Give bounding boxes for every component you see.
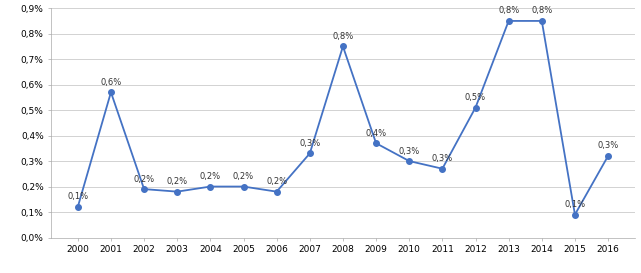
Text: 0,3%: 0,3% — [432, 154, 453, 163]
Text: 0,8%: 0,8% — [332, 32, 354, 41]
Text: 0,2%: 0,2% — [167, 177, 188, 186]
Text: 0,8%: 0,8% — [531, 6, 553, 15]
Text: 0,5%: 0,5% — [465, 93, 486, 102]
Text: 0,1%: 0,1% — [564, 200, 585, 209]
Text: 0,3%: 0,3% — [299, 139, 320, 148]
Text: 0,8%: 0,8% — [498, 6, 519, 15]
Text: 0,2%: 0,2% — [233, 172, 254, 181]
Text: 0,2%: 0,2% — [133, 174, 154, 183]
Text: 0,4%: 0,4% — [365, 129, 387, 138]
Text: 0,2%: 0,2% — [266, 177, 287, 186]
Text: 0,3%: 0,3% — [597, 141, 619, 150]
Text: 0,3%: 0,3% — [399, 147, 420, 156]
Text: 0,1%: 0,1% — [67, 192, 88, 201]
Text: 0,6%: 0,6% — [100, 78, 122, 87]
Text: 0,2%: 0,2% — [200, 172, 221, 181]
